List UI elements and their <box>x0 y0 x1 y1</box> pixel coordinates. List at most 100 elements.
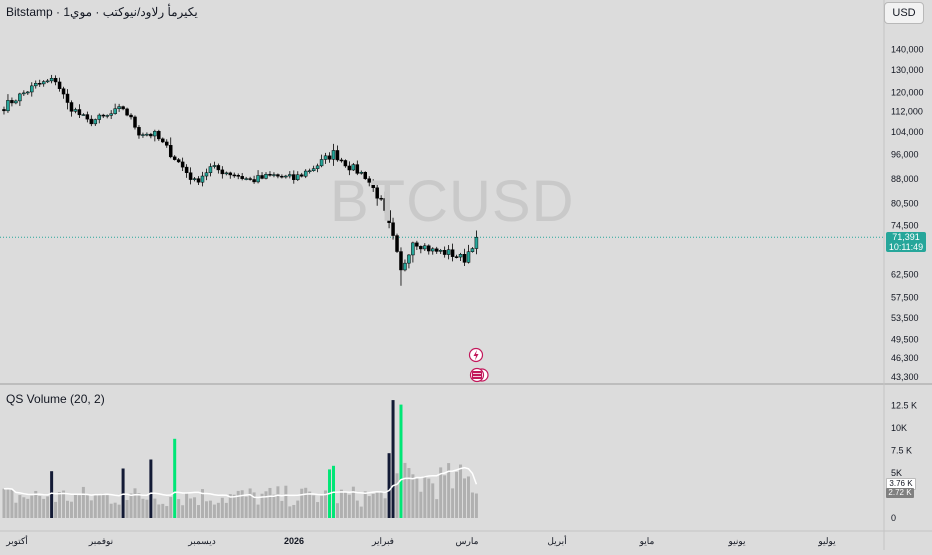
volume-bar <box>240 490 244 518</box>
volume-bar <box>264 491 268 518</box>
volume-bar <box>300 488 304 518</box>
volume-bar <box>189 498 193 518</box>
volume-bar <box>137 493 141 518</box>
price-tick-label: 96,000 <box>891 150 919 160</box>
time-tick-label: يوليو <box>817 536 836 547</box>
volume-bar <box>161 503 165 518</box>
candle-body <box>172 156 177 160</box>
volume-bar <box>260 493 264 518</box>
candle-body <box>77 109 82 116</box>
volume-bar <box>125 499 129 518</box>
candle-body <box>117 106 121 109</box>
indicator-title[interactable]: QS Volume (20, 2) <box>6 392 105 406</box>
price-tick-label: 62,500 <box>891 269 919 279</box>
candle <box>232 172 236 178</box>
candle-body <box>18 93 22 102</box>
candle <box>458 252 463 262</box>
price-tick-label: 80,500 <box>891 199 919 209</box>
candle <box>184 164 189 178</box>
candle <box>260 172 264 180</box>
volume-bar <box>85 494 89 518</box>
candle <box>292 170 296 184</box>
candle <box>466 244 471 264</box>
candle-body <box>299 174 304 177</box>
volume-bar <box>304 487 308 518</box>
candle-body <box>153 131 157 137</box>
candle-body <box>407 254 411 264</box>
candle-body <box>192 178 197 180</box>
volume-bar <box>466 476 470 518</box>
candle <box>105 114 109 119</box>
candle-body <box>137 127 141 136</box>
candle <box>423 243 427 251</box>
candle <box>101 113 105 119</box>
candle <box>33 80 38 89</box>
volume-bar <box>351 486 355 518</box>
candle-body <box>264 173 268 179</box>
volume-bar <box>101 493 105 518</box>
price-tick-label: 130,000 <box>891 65 924 75</box>
candle-body <box>53 77 58 83</box>
volume-bar <box>129 493 133 518</box>
volume-bar <box>256 504 260 518</box>
candle <box>335 145 340 162</box>
candle-body <box>454 256 459 258</box>
candle-body <box>260 175 264 179</box>
candle-body <box>85 114 90 120</box>
candle <box>470 247 475 253</box>
volume-bar <box>105 494 109 518</box>
price-tick-label: 46,300 <box>891 353 919 363</box>
candle-body <box>335 150 340 161</box>
volume-bar <box>50 471 54 518</box>
candle <box>85 111 90 123</box>
candle-body <box>26 91 30 94</box>
volume-tick-label: 7.5 K <box>891 446 912 456</box>
flag-stack-icon[interactable] <box>469 367 489 383</box>
volume-bar <box>248 488 252 518</box>
candle-body <box>97 114 102 120</box>
candle <box>323 152 328 164</box>
candle <box>141 132 145 138</box>
time-axis[interactable]: أكتوبر نوفمبر ديسمبر 2026 فبراير مارس أبريل ماي… <box>5 534 836 547</box>
candle <box>383 191 387 213</box>
symbol-header[interactable]: Bitstamp · يكيرمأ رلاود/نيوكتب · موي1 <box>6 5 198 19</box>
candle <box>81 113 86 116</box>
volume-bar <box>439 467 443 518</box>
candle <box>363 171 368 180</box>
volume-bar <box>38 496 42 518</box>
volume-bar <box>379 492 383 518</box>
volume-bar <box>367 496 371 518</box>
volume-bar <box>212 504 216 518</box>
volume-bar <box>22 497 26 518</box>
volume-bar <box>288 506 292 518</box>
volume-bar <box>347 494 351 518</box>
candle <box>200 171 205 187</box>
price-axis[interactable]: 140,000 130,000 120,000 112,000 104,000 96,00… <box>891 44 924 382</box>
candle <box>121 105 125 111</box>
candle-body <box>427 245 431 252</box>
time-tick-label: فبراير <box>371 536 394 547</box>
candle-body <box>149 133 153 137</box>
volume-bar <box>383 498 387 518</box>
candle <box>188 167 193 185</box>
candle <box>355 160 360 176</box>
volume-bar <box>149 459 153 518</box>
candle-body <box>359 171 364 174</box>
volume-bar <box>363 491 367 518</box>
volume-axis[interactable]: 12.5 K 10K 7.5 K 5K 0 <box>891 401 917 524</box>
candle <box>45 78 50 84</box>
time-tick-label: ديسمبر <box>187 536 215 547</box>
candle <box>165 139 169 148</box>
volume-bar <box>2 488 6 518</box>
price-tick-label: 120,000 <box>891 87 924 97</box>
lightning-icon[interactable] <box>468 347 484 363</box>
event-markers[interactable] <box>468 347 489 383</box>
candle-body <box>284 175 288 178</box>
price-tick-label: 112,000 <box>891 107 923 117</box>
candle-body <box>351 164 356 171</box>
time-tick-label: أبريل <box>547 534 566 547</box>
currency-button[interactable]: USD <box>884 2 924 24</box>
candle <box>462 248 467 267</box>
candle <box>454 254 459 259</box>
